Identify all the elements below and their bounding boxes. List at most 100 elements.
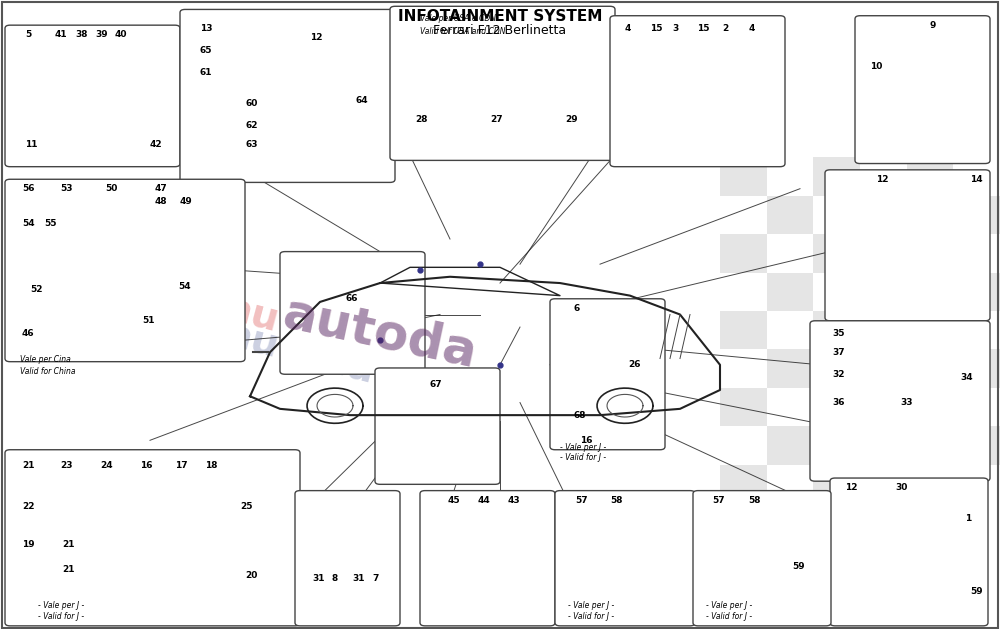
Bar [860,157,907,196]
Bar [907,465,953,503]
Bar [907,272,953,311]
Bar [720,350,767,388]
Bar [860,234,907,272]
Bar [813,388,860,426]
Bar [813,465,860,503]
Bar [907,426,953,465]
Bar [767,234,813,272]
FancyBboxPatch shape [693,491,831,626]
FancyBboxPatch shape [830,478,988,626]
FancyBboxPatch shape [610,16,785,167]
Text: 10: 10 [870,62,882,70]
Text: 25: 25 [240,502,252,511]
FancyBboxPatch shape [855,16,990,164]
Text: 1: 1 [965,515,971,523]
Text: 21: 21 [62,565,74,574]
Text: 34: 34 [960,373,973,382]
Bar [953,311,1000,350]
Text: autoda: autoda [279,289,481,377]
Text: - Vale per J -: - Vale per J - [560,443,606,452]
Bar [860,311,907,350]
Text: 19: 19 [22,540,35,548]
Text: 24: 24 [100,461,113,470]
FancyBboxPatch shape [550,299,665,450]
Bar [720,426,767,465]
FancyBboxPatch shape [420,491,555,626]
Text: 16: 16 [580,436,592,445]
Bar [907,196,953,234]
Text: 55: 55 [44,219,56,228]
Text: 29: 29 [565,115,578,124]
Bar [953,157,1000,196]
Text: 44: 44 [478,496,491,504]
Bar [907,311,953,350]
Text: 41: 41 [55,30,68,39]
Text: 13: 13 [200,24,212,33]
Text: 32: 32 [832,370,844,379]
Bar [767,272,813,311]
Text: INFOTAINMENT SYSTEM: INFOTAINMENT SYSTEM [398,9,602,25]
Text: 4: 4 [625,24,631,33]
FancyBboxPatch shape [295,491,400,626]
Text: 45: 45 [448,496,461,504]
FancyBboxPatch shape [5,25,180,167]
Text: 54: 54 [178,282,191,291]
Text: autoda: autoda [279,289,481,377]
Text: 15: 15 [650,24,662,33]
Text: 47: 47 [155,184,168,193]
Text: 22: 22 [22,502,34,511]
Bar [860,272,907,311]
Bar [953,426,1000,465]
Text: 6: 6 [574,304,580,313]
Text: autoda: autoda [221,314,379,391]
Text: 18: 18 [205,461,218,470]
Text: - Valid for J -: - Valid for J - [38,612,84,621]
Text: 66: 66 [345,294,358,303]
FancyBboxPatch shape [280,252,425,374]
Bar [907,234,953,272]
Text: 37: 37 [832,348,845,357]
Text: - Valid for J -: - Valid for J - [560,454,606,462]
Text: 51: 51 [142,316,154,325]
FancyBboxPatch shape [5,450,300,626]
Bar [860,388,907,426]
Text: 42: 42 [150,140,163,149]
Text: autoda: autoda [221,289,379,365]
Text: 2: 2 [722,24,728,33]
Bar [767,388,813,426]
Text: 53: 53 [60,184,72,193]
FancyBboxPatch shape [555,491,695,626]
Bar [813,234,860,272]
Text: 54: 54 [22,219,35,228]
Bar [860,350,907,388]
Text: Vale per USA e CDN: Vale per USA e CDN [420,14,496,23]
Text: 63: 63 [245,140,258,149]
Text: Valid for USA and CDN: Valid for USA and CDN [420,27,506,36]
FancyBboxPatch shape [180,9,395,182]
Text: 7: 7 [372,574,378,583]
Text: 27: 27 [490,115,503,124]
Text: 12: 12 [310,33,322,42]
FancyBboxPatch shape [5,179,245,362]
Text: 33: 33 [900,398,912,407]
Bar [767,311,813,350]
Text: 8: 8 [332,574,338,583]
Text: 26: 26 [628,360,640,369]
Bar [767,350,813,388]
Bar [813,157,860,196]
Text: 40: 40 [115,30,128,39]
Text: 50: 50 [105,184,117,193]
Text: 31: 31 [352,574,364,583]
Bar [813,426,860,465]
Text: 48: 48 [155,197,168,206]
Bar [907,157,953,196]
Bar [860,426,907,465]
Bar [767,157,813,196]
Bar [953,234,1000,272]
Bar [720,388,767,426]
Text: 60: 60 [245,99,257,108]
Bar [860,465,907,503]
Bar [767,196,813,234]
Text: 4: 4 [749,24,755,33]
Bar [767,426,813,465]
